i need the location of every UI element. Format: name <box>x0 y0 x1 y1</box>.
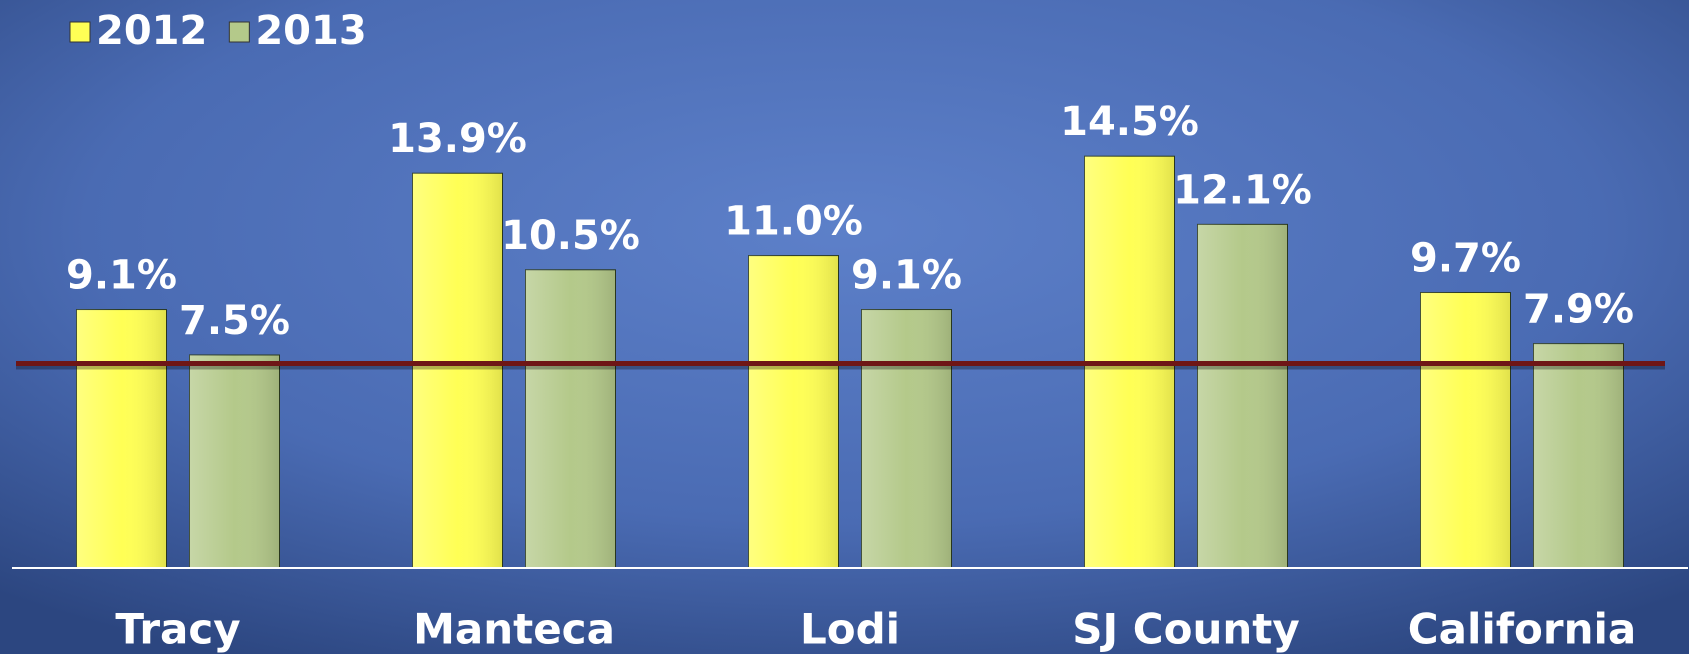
data-label: 11.0% <box>724 199 863 245</box>
data-label: 7.5% <box>179 298 290 344</box>
legend-swatch <box>228 21 250 43</box>
data-label: 13.9% <box>388 116 527 162</box>
x-tick-label: Lodi <box>800 605 900 654</box>
legend-label: 2013 <box>255 8 366 54</box>
bar-shine <box>1420 292 1511 568</box>
x-tick-label: California <box>1408 605 1636 654</box>
bar-shine <box>76 309 167 568</box>
legend-label: 2012 <box>96 8 207 54</box>
x-tick-label: Manteca <box>413 605 615 654</box>
data-label: 9.1% <box>851 253 962 299</box>
bar-shine <box>748 255 839 568</box>
bar-shine <box>861 309 952 568</box>
bar-shine <box>412 173 503 569</box>
data-label: 7.9% <box>1523 287 1634 333</box>
data-label: 14.5% <box>1060 99 1199 145</box>
data-label: 9.7% <box>1410 236 1521 282</box>
data-label: 12.1% <box>1173 167 1312 213</box>
data-label: 9.1% <box>66 253 177 299</box>
bar-shine <box>525 269 616 568</box>
bar-shine <box>189 355 280 568</box>
data-label: 10.5% <box>501 213 640 259</box>
bar-shine <box>1197 224 1288 569</box>
x-tick-label: SJ County <box>1072 605 1299 654</box>
x-tick-label: Tracy <box>115 605 240 654</box>
legend-swatch <box>69 21 91 43</box>
bar-shine <box>1533 343 1624 568</box>
